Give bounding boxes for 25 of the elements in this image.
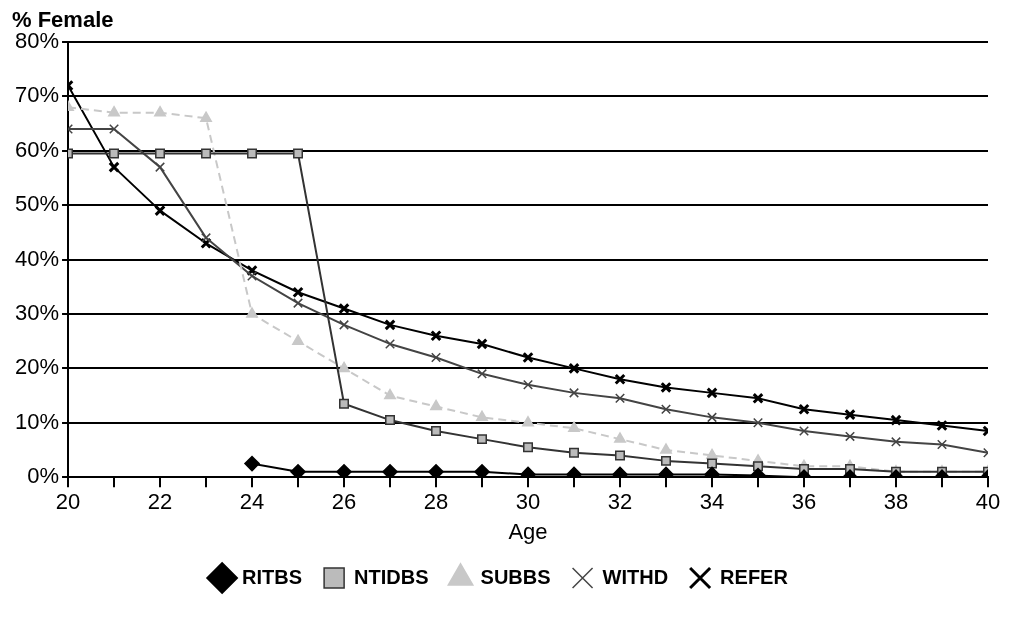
- x-tick-label: 22: [147, 489, 173, 515]
- y-tick-label: 20%: [14, 354, 60, 380]
- legend-label: WITHD: [602, 565, 669, 588]
- x-axis-title: Age: [508, 518, 548, 544]
- x-tick-label: 24: [239, 489, 265, 515]
- y-tick-label: 0%: [27, 463, 60, 489]
- x-tick-label: 30: [515, 489, 541, 515]
- x-tick-label: 20: [55, 489, 81, 515]
- x-tick-label: 28: [423, 489, 449, 515]
- x-tick-label: 40: [975, 489, 1001, 515]
- legend-label: NTIDBS: [354, 565, 429, 588]
- x-tick-label: 36: [791, 489, 817, 515]
- y-tick-label: 30%: [14, 300, 60, 326]
- y-tick-label: 10%: [14, 408, 60, 434]
- y-tick-label: 60%: [14, 136, 60, 162]
- y-tick-label: 40%: [14, 245, 60, 271]
- y-tick-label: 70%: [14, 82, 60, 108]
- x-tick-label: 34: [699, 489, 725, 515]
- legend-label: REFER: [720, 565, 789, 588]
- x-tick-label: 32: [607, 489, 633, 515]
- x-tick-label: 26: [331, 489, 357, 515]
- legend-label: SUBBS: [480, 565, 551, 588]
- x-tick-label: 38: [883, 489, 909, 515]
- legend-label: RITBS: [242, 565, 303, 588]
- y-tick-label: 50%: [14, 191, 60, 217]
